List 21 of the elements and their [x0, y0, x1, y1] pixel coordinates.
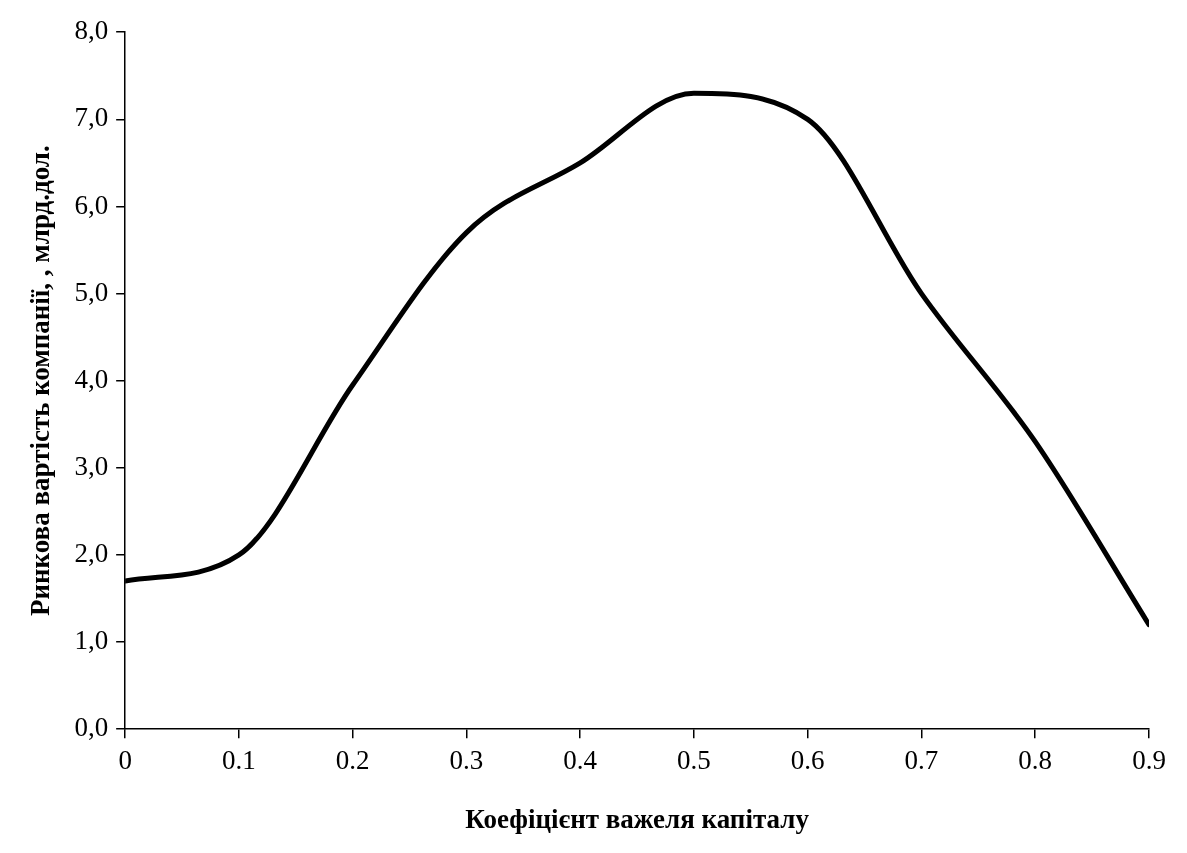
x-tick-label: 0.3: [449, 745, 484, 776]
y-tick-label: 2,0: [74, 538, 109, 569]
x-tick-label: 0.8: [1018, 745, 1053, 776]
y-tick-label: 0,0: [74, 712, 109, 743]
x-tick-label: 0.2: [335, 745, 370, 776]
y-tick-label: 7,0: [74, 102, 109, 133]
x-axis-title: Коефіцієнт важеля капіталу: [465, 803, 810, 834]
x-tick-label: 0.6: [790, 745, 825, 776]
y-tick-label: 8,0: [74, 15, 109, 46]
x-tick-label: 0: [118, 745, 132, 776]
x-tick-label: 0.9: [1132, 745, 1166, 776]
y-tick-label: 6,0: [74, 189, 109, 220]
y-axis-title: Ринкова вартість компанії, , млрд.дол.: [25, 145, 56, 617]
x-tick-label: 0.7: [904, 745, 939, 776]
x-tick-label: 0.1: [222, 745, 256, 776]
y-tick-label: 3,0: [74, 450, 109, 481]
x-tick-label: 0.5: [677, 745, 711, 776]
x-tick-label: 0.4: [563, 745, 598, 776]
y-tick-label: 1,0: [74, 625, 109, 656]
y-tick-label: 5,0: [74, 276, 109, 307]
y-tick-label: 4,0: [74, 363, 109, 394]
